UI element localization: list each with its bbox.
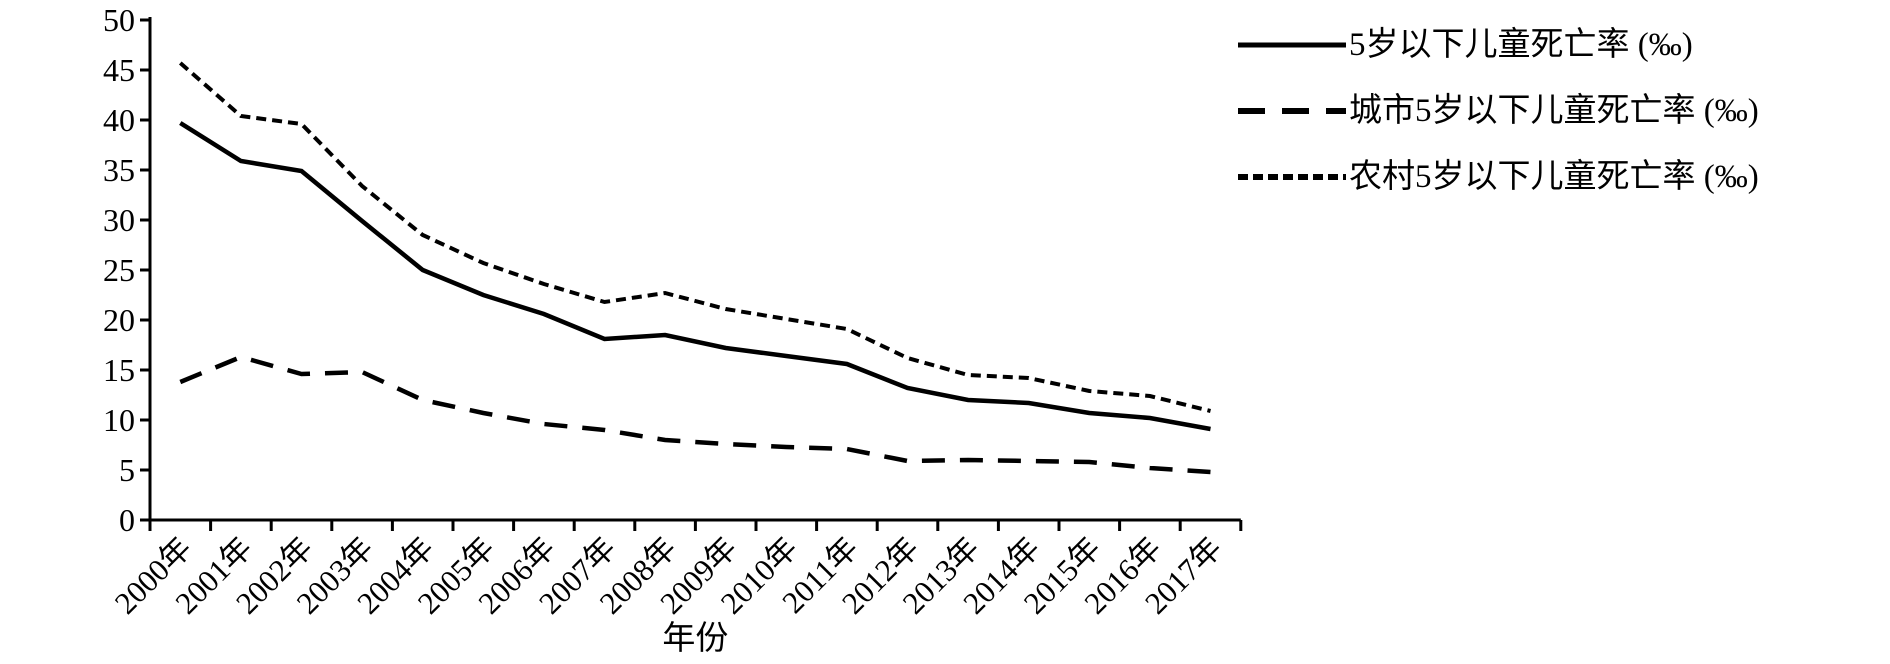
series-line-2 xyxy=(178,61,1211,413)
legend-label-rural: 农村5岁以下儿童死亡率 (‰) xyxy=(1349,159,1759,195)
y-tick-label: 35 xyxy=(103,152,135,188)
legend-label-total: 5岁以下儿童死亡率 (‰) xyxy=(1349,27,1693,63)
legend-line-short-dash-icon xyxy=(1238,174,1346,180)
legend-item-total: 5岁以下儿童死亡率 (‰) xyxy=(1238,24,1759,66)
y-tick-label: 15 xyxy=(103,352,135,388)
y-tick-label: 30 xyxy=(103,202,135,238)
y-tick-label: 20 xyxy=(103,302,135,338)
legend-line-solid-icon xyxy=(1238,42,1346,48)
legend-item-urban: 城市5岁以下儿童死亡率 (‰) xyxy=(1238,90,1759,132)
chart-legend: 5岁以下儿童死亡率 (‰) 城市5岁以下儿童死亡率 (‰) 农村5岁以下儿童死亡… xyxy=(1238,24,1759,222)
y-tick-label: 0 xyxy=(119,502,135,538)
x-axis-title: 年份 xyxy=(662,620,728,657)
legend-line-long-dash-icon xyxy=(1238,108,1346,114)
legend-item-rural: 农村5岁以下儿童死亡率 (‰) xyxy=(1238,156,1759,198)
y-tick-label: 5 xyxy=(119,452,135,488)
legend-label-urban: 城市5岁以下儿童死亡率 (‰) xyxy=(1349,93,1759,129)
y-tick-label: 10 xyxy=(103,402,135,438)
y-tick-label: 40 xyxy=(103,102,135,138)
series-line-0 xyxy=(179,121,1211,432)
y-tick-label: 25 xyxy=(103,252,135,288)
series-line-1 xyxy=(179,354,1211,475)
y-tick-label: 45 xyxy=(103,52,135,88)
y-tick-label: 50 xyxy=(103,2,135,38)
